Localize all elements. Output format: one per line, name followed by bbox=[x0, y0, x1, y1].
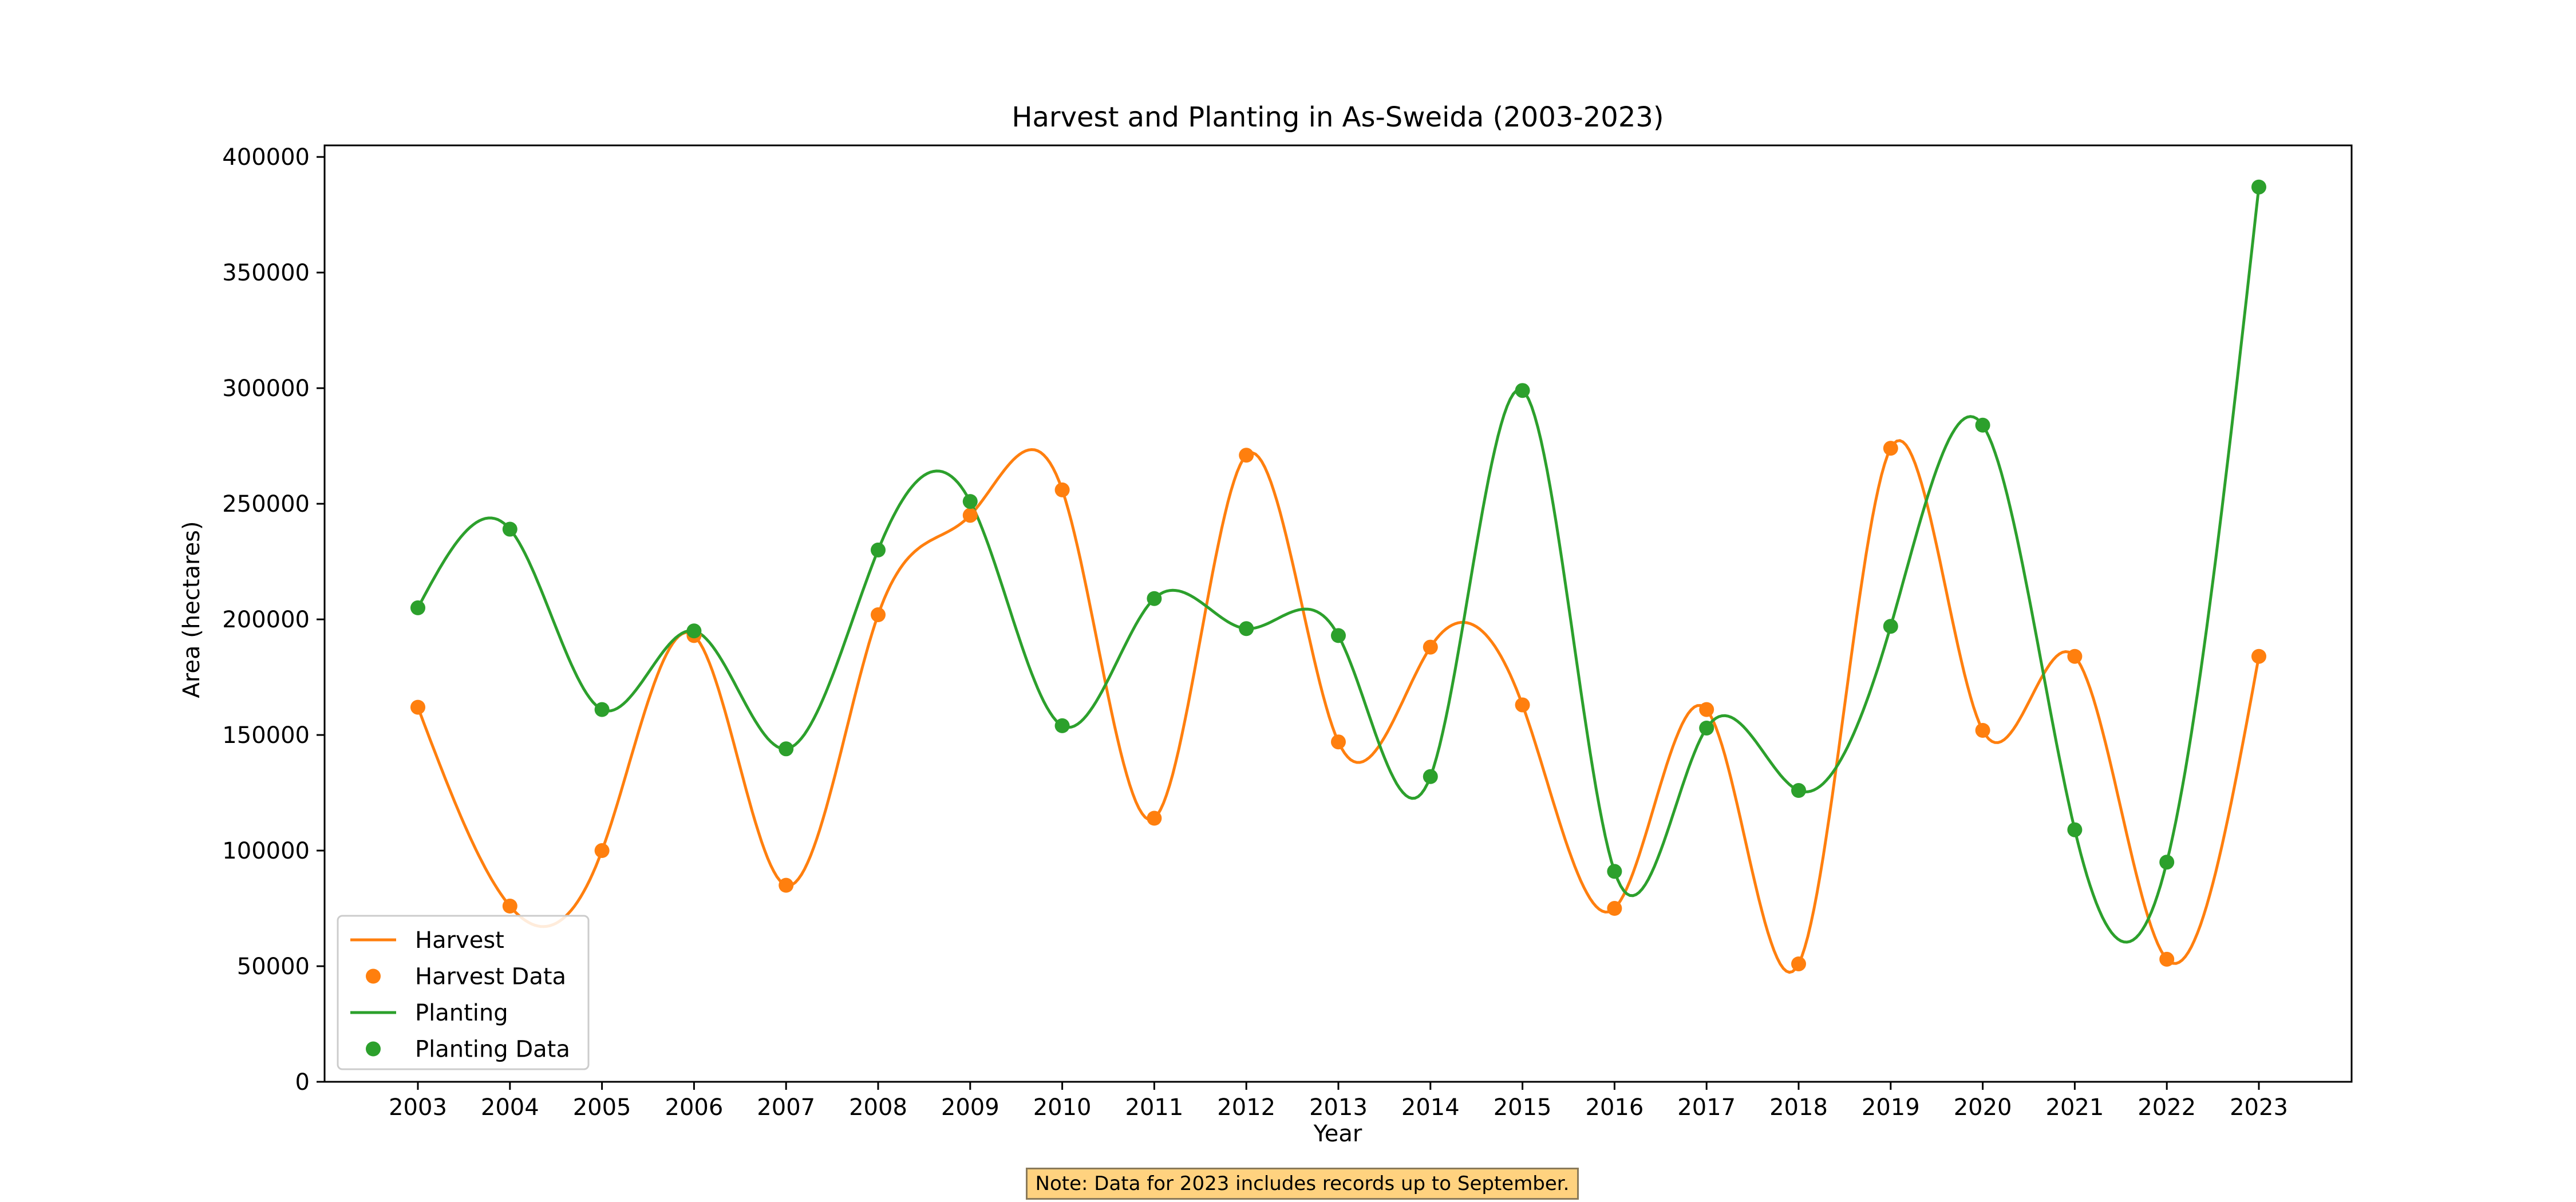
y-tick-label: 150000 bbox=[222, 722, 310, 749]
y-axis-ticks: 0 50000 100000 150000 200000 250000 300000 3500… bbox=[222, 144, 325, 1096]
data-point-planting bbox=[410, 600, 425, 615]
legend: Harvest Harvest Data Planting Planting Data bbox=[337, 915, 590, 1070]
x-tick-label: 2014 bbox=[1401, 1094, 1460, 1121]
legend-label: Harvest Data bbox=[415, 964, 566, 990]
x-tick-label: 2011 bbox=[1125, 1094, 1184, 1121]
y-tick-label: 0 bbox=[295, 1069, 310, 1096]
legend-marker-swatch bbox=[366, 1041, 381, 1057]
data-point-harvest bbox=[1883, 441, 1898, 456]
y-tick-label: 100000 bbox=[222, 838, 310, 864]
legend-label: Planting Data bbox=[415, 1037, 570, 1063]
data-point-planting bbox=[1607, 864, 1622, 879]
series-line-planting bbox=[416, 187, 2261, 944]
footnote-box: Note: Data for 2023 includes records up … bbox=[1026, 1168, 1579, 1200]
x-tick-label: 2006 bbox=[665, 1094, 724, 1121]
x-tick-label: 2018 bbox=[1769, 1094, 1828, 1121]
data-point-harvest bbox=[1515, 697, 1530, 713]
series-line-harvest bbox=[416, 439, 2261, 974]
data-point-harvest bbox=[502, 898, 517, 914]
x-tick-label: 2004 bbox=[481, 1094, 539, 1121]
data-point-planting bbox=[594, 702, 610, 717]
data-point-planting bbox=[1699, 720, 1714, 736]
x-tick-label: 2009 bbox=[941, 1094, 999, 1121]
y-tick-label: 250000 bbox=[222, 491, 310, 517]
x-tick-label: 2020 bbox=[1954, 1094, 2012, 1121]
data-point-harvest bbox=[1331, 734, 1346, 750]
data-point-harvest bbox=[1054, 482, 1070, 497]
x-tick-label: 2012 bbox=[1217, 1094, 1275, 1121]
plot-frame bbox=[323, 144, 2353, 1083]
data-point-planting bbox=[686, 623, 702, 639]
data-point-harvest bbox=[1975, 722, 1990, 738]
data-point-planting bbox=[1883, 619, 1898, 634]
y-tick-label: 350000 bbox=[222, 260, 310, 286]
data-point-harvest bbox=[410, 699, 425, 715]
x-axis-label: Year bbox=[1313, 1121, 1362, 1147]
x-tick-label: 2015 bbox=[1494, 1094, 1552, 1121]
data-point-harvest bbox=[779, 877, 794, 893]
data-point-planting bbox=[1975, 417, 1990, 433]
data-point-harvest bbox=[871, 607, 886, 623]
legend-marker-swatch bbox=[366, 968, 381, 984]
x-tick-label: 2022 bbox=[2138, 1094, 2196, 1121]
x-tick-label: 2003 bbox=[389, 1094, 447, 1121]
x-tick-label: 2021 bbox=[2046, 1094, 2104, 1121]
data-point-planting bbox=[1791, 783, 1806, 798]
y-tick-label: 50000 bbox=[237, 954, 310, 980]
data-point-harvest bbox=[1791, 956, 1806, 971]
data-point-planting bbox=[962, 494, 978, 509]
x-tick-label: 2017 bbox=[1677, 1094, 1736, 1121]
data-point-planting bbox=[2067, 822, 2083, 837]
data-point-planting bbox=[2159, 855, 2175, 870]
data-point-harvest bbox=[1239, 448, 1254, 463]
footnote-text: Note: Data for 2023 includes records up … bbox=[1035, 1172, 1570, 1195]
legend-label: Harvest bbox=[415, 927, 504, 954]
data-point-harvest bbox=[2159, 951, 2175, 967]
y-tick-label: 200000 bbox=[222, 607, 310, 633]
x-axis-ticks: 2003 2004 2005 2006 2007 2008 2009 2010 2011 2012… bbox=[389, 1082, 2288, 1121]
data-point-harvest bbox=[594, 843, 610, 859]
x-tick-label: 2016 bbox=[1586, 1094, 1644, 1121]
data-point-harvest bbox=[2251, 649, 2266, 664]
x-tick-label: 2008 bbox=[849, 1094, 907, 1121]
x-tick-label: 2010 bbox=[1033, 1094, 1092, 1121]
series-layer bbox=[410, 179, 2266, 974]
y-tick-label: 300000 bbox=[222, 375, 310, 402]
x-tick-label: 2019 bbox=[1862, 1094, 1920, 1121]
y-axis-label: Area (hectares) bbox=[179, 521, 205, 698]
legend-box bbox=[337, 915, 590, 1070]
x-tick-label: 2013 bbox=[1309, 1094, 1368, 1121]
data-point-harvest bbox=[1699, 702, 1714, 717]
data-point-planting bbox=[1423, 769, 1438, 784]
data-point-planting bbox=[1331, 628, 1346, 643]
data-point-planting bbox=[1239, 621, 1254, 636]
data-point-harvest bbox=[962, 508, 978, 523]
data-point-planting bbox=[502, 521, 517, 537]
x-tick-label: 2007 bbox=[757, 1094, 815, 1121]
data-point-planting bbox=[1147, 591, 1162, 606]
chart-title: Harvest and Planting in As-Sweida (2003-… bbox=[1012, 101, 1664, 133]
legend-label: Planting bbox=[415, 1000, 508, 1026]
x-tick-label: 2023 bbox=[2230, 1094, 2288, 1121]
data-point-harvest bbox=[1423, 639, 1438, 655]
data-point-harvest bbox=[2067, 649, 2083, 664]
data-point-planting bbox=[1515, 383, 1530, 398]
data-point-planting bbox=[779, 741, 794, 757]
y-tick-label: 400000 bbox=[222, 144, 310, 171]
data-point-planting bbox=[2251, 179, 2266, 195]
x-tick-label: 2005 bbox=[573, 1094, 631, 1121]
data-point-planting bbox=[1054, 718, 1070, 733]
data-point-planting bbox=[871, 542, 886, 557]
data-point-harvest bbox=[1607, 901, 1622, 916]
data-point-harvest bbox=[1147, 810, 1162, 826]
